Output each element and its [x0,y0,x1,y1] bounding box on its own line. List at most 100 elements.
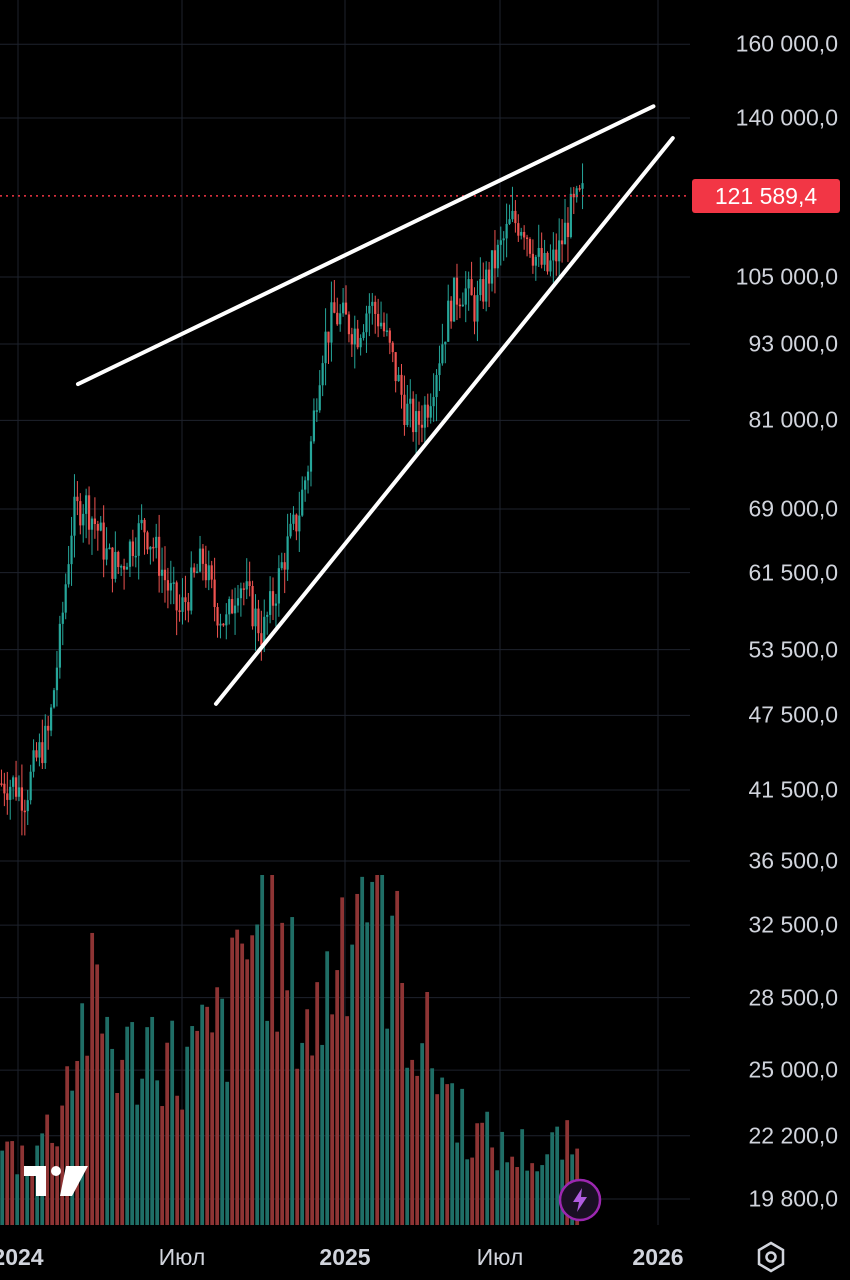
volume-bar [525,1170,530,1225]
candle-body [374,301,377,314]
volume-bar [75,1060,80,1225]
candle-body [476,295,479,322]
candle-body [382,322,386,332]
volume-bar [80,1003,85,1225]
volume-bar [465,1159,470,1225]
candle-body [38,742,41,758]
candle-body [473,295,476,322]
candle-body [558,240,561,262]
candle-body [464,288,467,305]
volume-bar [310,1055,315,1225]
volume-bar [145,1027,150,1225]
volume-bar [45,1114,50,1225]
candle-body [274,603,278,606]
price-axis-label: 81 000,0 [748,406,838,433]
volume-bar [300,1042,305,1225]
volume-bar [450,1083,455,1225]
trendlines[interactable] [75,104,675,706]
candle-body [149,546,152,550]
candle-body [572,193,575,198]
volume-bar [435,1094,440,1225]
candle-body [204,563,207,581]
candle-body [128,541,132,567]
volume-bar [85,1055,90,1225]
candle-body [301,489,304,516]
volume-bar [555,1126,560,1225]
candle-body [289,523,292,537]
volume-bar [135,1104,140,1225]
candle-body [286,536,289,570]
volume-bar [60,1105,65,1225]
tradingview-logo[interactable] [22,1162,92,1202]
volume-bar [420,1043,425,1225]
price-axis-label: 61 500,0 [748,559,838,586]
candle-body [417,411,421,425]
candle-body [327,331,330,343]
volume-bar [65,1066,70,1225]
volume-bar [190,1026,195,1225]
candle-body [26,800,29,812]
volume-bar [265,1020,270,1225]
volume-bar [405,1067,410,1225]
candle-body [29,771,32,801]
price-axis-label: 105 000,0 [735,263,838,290]
candle-body [82,513,85,526]
candle-body [52,690,56,708]
candle-body [420,424,424,428]
candle-body [225,614,228,626]
candle-body [412,398,415,433]
hexagon-settings-icon[interactable] [754,1240,788,1274]
candle-body [228,599,231,615]
volume-bar [490,1147,495,1225]
volume-bar [195,1030,200,1225]
volume-bar [520,1129,525,1225]
volume-bar [305,1009,310,1225]
volume-bar [425,991,430,1225]
volume-bar [445,1084,450,1225]
candle-body [569,193,572,238]
candle-body [120,566,123,568]
volume-bar [30,1167,35,1225]
candle-body [379,322,383,327]
lightning-icon[interactable] [558,1178,602,1222]
candle-body [368,305,371,314]
price-axis-label: 32 500,0 [748,911,838,938]
volume-bar [10,1141,15,1225]
volume-bar [110,1048,115,1225]
volume-bar [250,935,255,1225]
volume-bar [505,1162,510,1225]
volume-bar [240,943,245,1225]
candle-body [423,404,426,428]
candle-body [201,548,205,564]
candle-body [155,536,158,548]
candle-body [242,588,245,590]
volume-bar [180,1109,185,1225]
candle-body [543,252,546,265]
candle-body [3,783,6,794]
candle-body [61,612,64,624]
candle-body [362,332,365,338]
candle-body [187,602,190,611]
candle-body [163,569,167,581]
candle-body [359,337,362,348]
time-axis-label: 2025 [319,1244,371,1270]
candle-body [560,240,564,245]
volume-bar [50,1142,55,1225]
candle-body [450,300,453,322]
candle-body [41,742,44,764]
candle-body [102,522,105,560]
candle-body [394,352,397,382]
volume-bar [380,875,385,1225]
candle-body [435,375,438,398]
price-axis-label: 22 200,0 [748,1122,838,1149]
candle-body [563,222,567,245]
candle-body [321,363,324,386]
volume-bar [275,1031,280,1225]
candle-body [295,514,298,532]
candle-body [210,565,213,580]
candle-body [298,515,301,532]
candle-body [432,397,435,407]
candle-body [499,240,502,245]
candle-body [219,623,222,626]
